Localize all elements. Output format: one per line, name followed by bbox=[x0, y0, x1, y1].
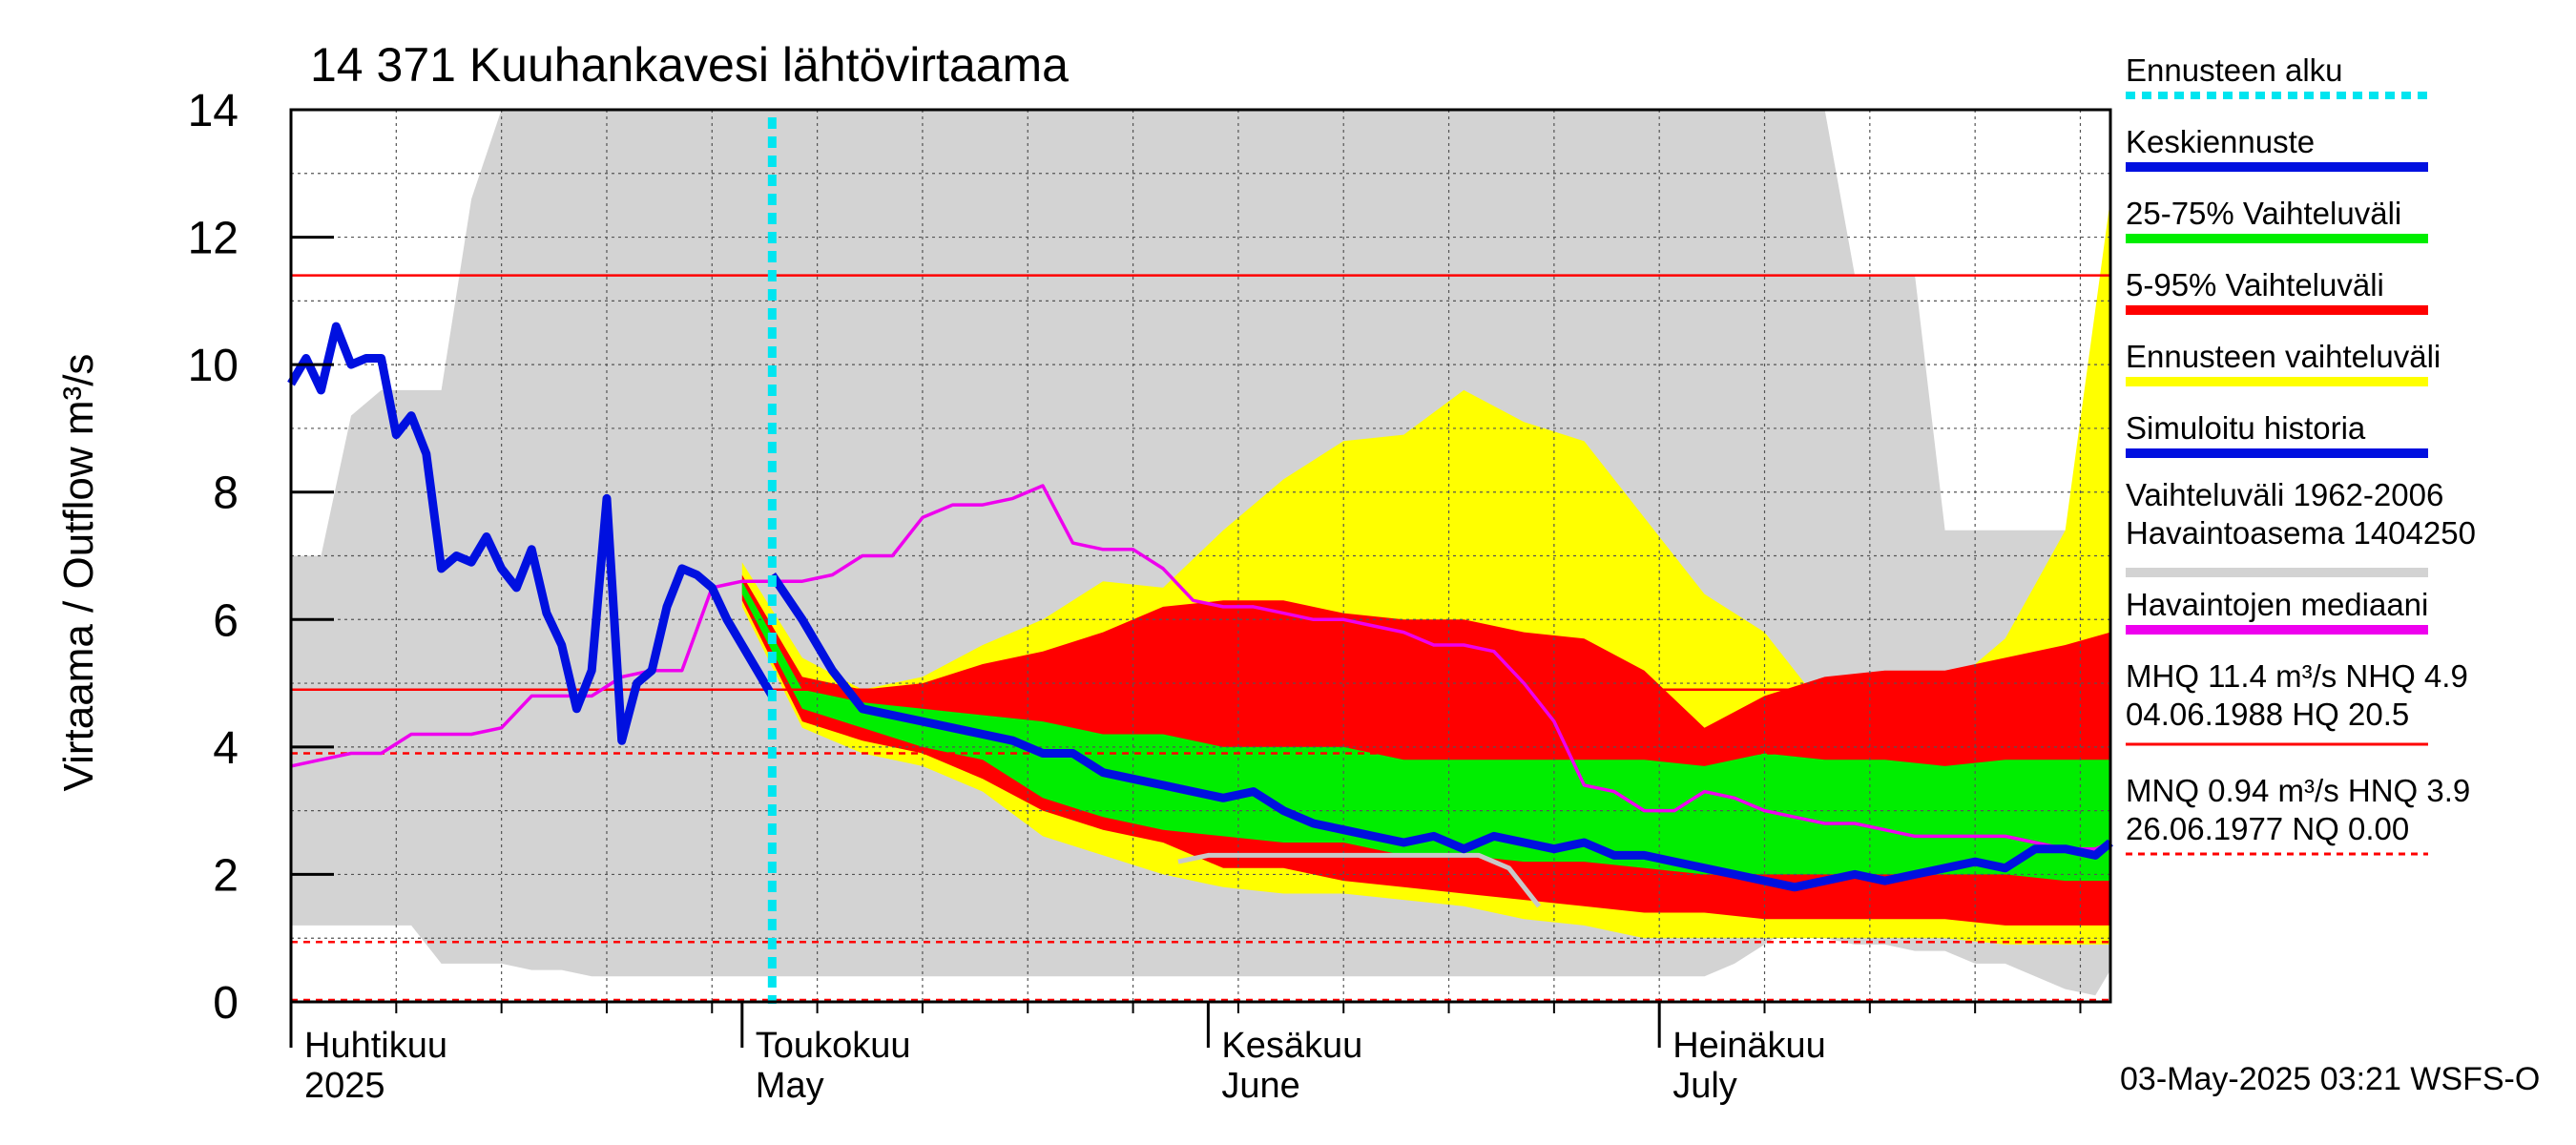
simulated-history-line bbox=[287, 322, 777, 745]
observed-median-line bbox=[290, 484, 2111, 851]
legend-label: 25-75% Vaihteluväli bbox=[2126, 196, 2401, 231]
y-axis-label: Virtaama / Outflow m³/s bbox=[55, 354, 102, 792]
chart-title: 14 371 Kuuhankavesi lähtövirtaama bbox=[310, 38, 1069, 92]
range-25-75-band bbox=[741, 581, 2110, 882]
legend-label: Keskiennuste bbox=[2126, 124, 2315, 159]
y-tick-label: 6 bbox=[213, 595, 239, 646]
legend-label: Havaintoasema 1404250 bbox=[2126, 515, 2476, 551]
y-tick-label: 0 bbox=[213, 978, 239, 1029]
y-tick-label: 2 bbox=[213, 850, 239, 901]
month-label-fi: Huhtikuu bbox=[304, 1026, 447, 1066]
month-label-fi: Heinäkuu bbox=[1672, 1026, 1826, 1066]
plot-frame bbox=[289, 108, 2112, 1004]
legend-label: Ennusteen alku bbox=[2126, 52, 2343, 88]
mean-forecast-line bbox=[768, 572, 2113, 892]
legend-label: Vaihteluväli 1962-2006 bbox=[2126, 477, 2443, 512]
legend-label: MNQ 0.94 m³/s HNQ 3.9 bbox=[2126, 773, 2470, 808]
legend-label: Havaintojen mediaani bbox=[2126, 587, 2428, 622]
legend-label: 04.06.1988 HQ 20.5 bbox=[2126, 697, 2409, 732]
footer-timestamp: 03-May-2025 03:21 WSFS-O bbox=[2120, 1061, 2540, 1097]
historical-dry-year-line bbox=[1177, 852, 1542, 908]
month-label-en: June bbox=[1221, 1066, 1299, 1106]
month-label-en: 2025 bbox=[304, 1066, 385, 1106]
legend-label: MHQ 11.4 m³/s NHQ 4.9 bbox=[2126, 658, 2468, 694]
legend: Ennusteen alku Keskiennuste 25-75% Vaihtel… bbox=[2126, 52, 2476, 856]
reference-lines-layer bbox=[291, 274, 2110, 1002]
month-label-en: May bbox=[756, 1066, 824, 1106]
y-tick-label: 8 bbox=[213, 468, 239, 519]
month-label-fi: Kesäkuu bbox=[1221, 1026, 1362, 1066]
range-25-75-layer bbox=[741, 581, 2110, 882]
y-tick-label: 10 bbox=[188, 341, 239, 391]
legend-label: 5-95% Vaihteluväli bbox=[2126, 267, 2384, 302]
series-lines-layer bbox=[287, 117, 2113, 1004]
legend-label: Simuloitu historia bbox=[2126, 410, 2366, 446]
y-tick-label: 14 bbox=[188, 86, 239, 136]
legend-label: Ennusteen vaihteluväli bbox=[2126, 339, 2441, 374]
y-tick-label: 12 bbox=[188, 214, 239, 264]
month-label-fi: Toukokuu bbox=[756, 1026, 911, 1066]
y-tick-label: 4 bbox=[213, 723, 239, 774]
month-label-en: July bbox=[1672, 1066, 1737, 1106]
legend-label: 26.06.1977 NQ 0.00 bbox=[2126, 811, 2409, 846]
